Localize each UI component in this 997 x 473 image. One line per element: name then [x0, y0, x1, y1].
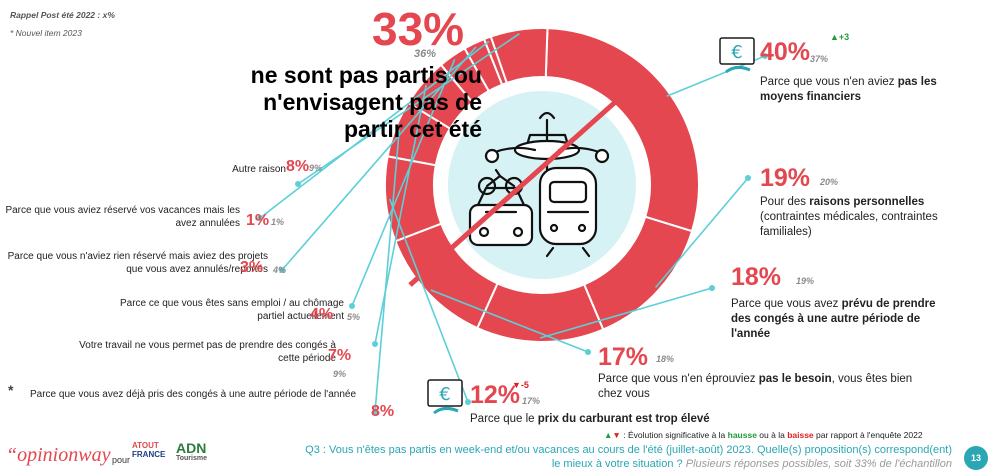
item-5-prev: 17%	[522, 396, 541, 406]
left-item-1-text: Autre raison	[232, 164, 286, 175]
no-travel-slash	[408, 78, 642, 287]
headline-line-2: n'envisagent pas de	[263, 89, 482, 115]
leader-lines	[257, 33, 768, 415]
leader-line-7	[374, 84, 427, 345]
leader-dot-6	[372, 409, 378, 415]
leader-line-10	[259, 40, 490, 219]
item-5-pct: 12%	[470, 381, 521, 409]
fuel-money-icon: €	[424, 376, 468, 418]
question-footer: Q3 : Vous n'êtes pas partis en week-end …	[305, 444, 952, 470]
headline-prev: 36%	[414, 48, 437, 60]
item-2-pct: 19%	[760, 164, 811, 192]
item-4-pct: 17%	[598, 343, 649, 371]
leader-dot-2	[745, 175, 751, 181]
leader-dot-8	[349, 303, 355, 309]
item-5-text: Parce que le prix du carburant est trop …	[470, 413, 710, 425]
svg-text:€: €	[439, 384, 450, 405]
item-3-prev: 19%	[796, 276, 815, 286]
left-item-2-prev: 1%	[271, 217, 285, 227]
headline-line-1: ne sont pas partis ou	[250, 62, 482, 88]
left-item-2-text: Parce que vous aviez réservé vos vacance…	[5, 205, 240, 229]
left-item-6-pct: 8%	[371, 403, 395, 420]
leader-line-8	[351, 59, 456, 307]
leader-line-5	[388, 198, 469, 403]
leader-line-11	[297, 33, 520, 185]
donut-segment-1	[544, 27, 700, 233]
left-item-4-prev: 5%	[347, 312, 361, 322]
left-item-5-prev: 9%	[333, 369, 347, 379]
leader-dot-9	[279, 267, 285, 273]
evolution-legend: ▲▼ : Évolution significative à la hausse…	[604, 430, 923, 440]
atout-france-logo: ATOUT FRANCE	[132, 441, 166, 459]
item-3-pct: 18%	[731, 263, 782, 291]
headline-text: ne sont pas partis ou n'envisagent pas d…	[180, 62, 482, 143]
pour-text: pour	[112, 455, 131, 465]
item-4-prev: 18%	[656, 354, 675, 364]
leader-dot-1	[762, 53, 768, 59]
down-arrow-icon: ▼	[612, 430, 621, 440]
page-number-badge: 13	[964, 446, 988, 470]
adn-tourisme-logo: ADN Tourisme	[176, 440, 207, 462]
new-item-note: * Nouvel item 2023	[10, 28, 82, 38]
item-1-text: Parce que vous n'en aviez pas les moyens…	[760, 76, 937, 103]
item-5-delta: ▼-5	[512, 380, 529, 390]
leader-dot-5	[465, 399, 471, 405]
item-2-prev: 20%	[820, 177, 839, 187]
money-icon: €	[716, 34, 760, 78]
item-1-prev: 37%	[810, 54, 829, 64]
left-item-4-text: Parce ce que vous êtes sans emploi / au …	[119, 298, 344, 322]
left-item-5-text: Votre travail ne vous permet pas de pren…	[79, 340, 336, 364]
headline-line-3: partir cet été	[343, 116, 482, 142]
left-item-3-pct: 3%	[240, 259, 264, 276]
leader-dot-4	[585, 349, 591, 355]
item-2-text: Pour des raisons personnelles (contraint…	[760, 196, 938, 238]
item-1-delta: ▲+3	[830, 32, 850, 42]
leader-dot-3	[709, 285, 715, 291]
item-1-pct: 40%	[760, 38, 811, 66]
new-item-star: *	[8, 382, 14, 398]
leader-dot-11	[295, 181, 301, 187]
leader-line-4	[430, 289, 589, 353]
left-item-1-prev: 9%	[309, 163, 323, 173]
headline-pct: 33%	[372, 3, 465, 55]
leader-line-3	[539, 287, 713, 339]
left-item-3-text: Parce que vous n'aviez rien réservé mais…	[7, 251, 268, 275]
leader-line-2	[654, 177, 749, 289]
donut-segment-11	[489, 27, 549, 85]
item-3-text: Parce que vous avez prévu de prendre des…	[731, 298, 936, 340]
left-item-3-prev: 4%	[273, 265, 287, 275]
leader-line-6	[374, 129, 401, 413]
left-item-1-pct: 8%	[286, 158, 310, 175]
left-item-5-pct: 7%	[328, 347, 352, 364]
recall-note: Rappel Post été 2022 : x%	[10, 10, 115, 20]
leader-dot-7	[372, 341, 378, 347]
left-item-2-pct: 1%	[246, 212, 270, 229]
up-arrow-icon: ▲	[604, 430, 613, 440]
opinionway-logo: “opinionway	[6, 444, 111, 466]
left-item-6-text: Parce que vous avez déjà pris des congés…	[30, 389, 357, 400]
leader-dot-10	[257, 215, 263, 221]
left-item-4-pct: 4%	[310, 306, 334, 323]
item-4-text: Parce que vous n'en éprouviez pas le bes…	[598, 373, 913, 400]
svg-text:€: €	[731, 42, 742, 63]
